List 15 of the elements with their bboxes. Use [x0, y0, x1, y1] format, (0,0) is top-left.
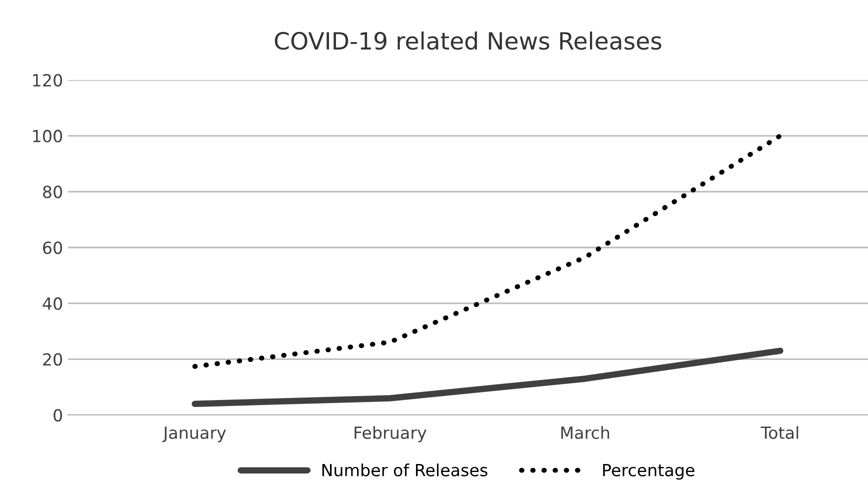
y-tick-label: 20	[43, 353, 62, 366]
legend-label: Number of Releases	[322, 464, 488, 476]
x-tick-label: Total	[760, 426, 798, 440]
y-tick-label: 0	[54, 408, 62, 422]
y-tick-label: 100	[33, 130, 62, 142]
x-tick-label: March	[561, 426, 610, 440]
line-series	[192, 133, 783, 369]
x-tick-label: January	[162, 426, 226, 442]
legend-label: Percentage	[603, 464, 694, 480]
y-tick-label: 80	[43, 186, 62, 198]
x-tick-label: February	[354, 426, 426, 442]
chart-title: COVID-19 related News Releases	[274, 32, 662, 50]
y-tick-label: 60	[43, 241, 62, 254]
y-tick-label: 40	[42, 297, 62, 310]
y-tick-label: 120	[33, 74, 62, 87]
